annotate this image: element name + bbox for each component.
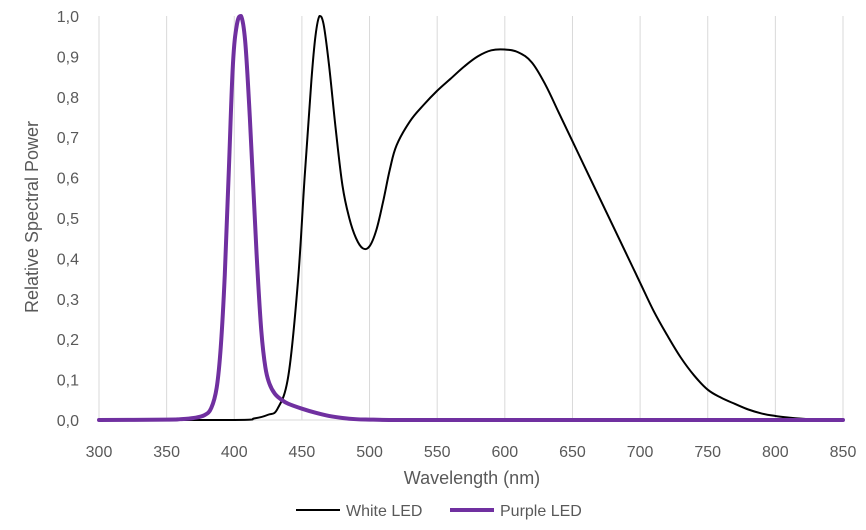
legend-label-white-led: White LED bbox=[346, 503, 422, 520]
y-tick-label: 0,3 bbox=[57, 292, 79, 309]
y-axis-title: Relative Spectral Power bbox=[22, 121, 42, 313]
x-tick-label: 650 bbox=[559, 444, 586, 461]
legend-label-purple-led: Purple LED bbox=[500, 503, 582, 520]
y-tick-label: 0,8 bbox=[57, 90, 79, 107]
legend: White LED Purple LED bbox=[296, 503, 582, 520]
series-purple-led-line bbox=[97, 14, 845, 423]
x-tick-label: 600 bbox=[491, 444, 518, 461]
y-tick-label: 0,6 bbox=[57, 171, 79, 188]
x-tick-label: 800 bbox=[762, 444, 789, 461]
y-tick-label: 0,4 bbox=[57, 251, 79, 268]
x-tick-label: 700 bbox=[627, 444, 654, 461]
x-axis-title: Wavelength (nm) bbox=[404, 468, 540, 488]
x-tick-label: 450 bbox=[289, 444, 316, 461]
y-tick-label: 0,7 bbox=[57, 130, 79, 147]
y-tick-label: 0,1 bbox=[57, 373, 79, 390]
y-tick-label: 0,9 bbox=[57, 49, 79, 66]
x-tick-label: 400 bbox=[221, 444, 248, 461]
y-tick-label: 0,2 bbox=[57, 332, 79, 349]
x-tick-label: 350 bbox=[153, 444, 180, 461]
y-tick-label: 1,0 bbox=[57, 9, 79, 26]
series-white-led-line bbox=[98, 15, 844, 422]
y-tick-label: 0,5 bbox=[57, 211, 79, 228]
y-tick-label: 0,0 bbox=[57, 413, 79, 430]
x-tick-label: 550 bbox=[424, 444, 451, 461]
x-tick-label: 850 bbox=[830, 444, 857, 461]
plot-series bbox=[97, 14, 845, 423]
axes: 300 350 400 450 500 550 600 650 700 750 800 850 0,0 0… bbox=[57, 9, 857, 461]
x-tick-label: 750 bbox=[694, 444, 721, 461]
gridlines bbox=[166, 16, 844, 420]
x-tick-label: 500 bbox=[356, 444, 383, 461]
x-tick-label: 300 bbox=[86, 444, 113, 461]
